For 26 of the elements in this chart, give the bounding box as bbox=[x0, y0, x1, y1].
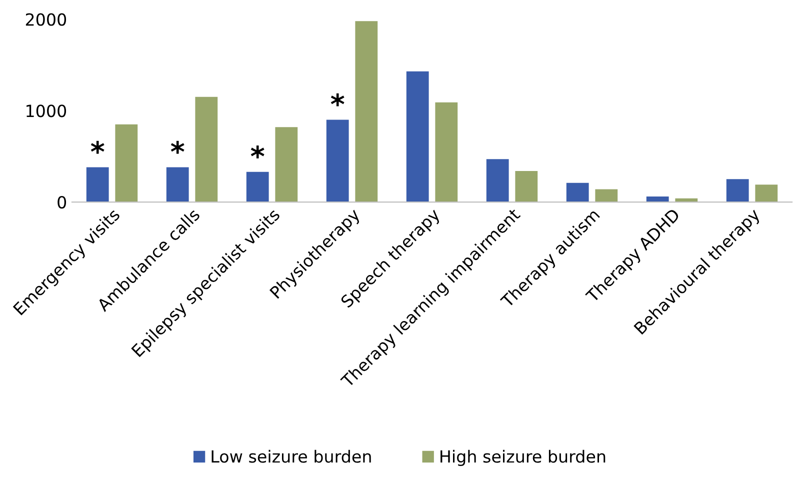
y-tick-label: 0 bbox=[58, 196, 66, 209]
bar bbox=[755, 184, 778, 202]
bar bbox=[326, 120, 349, 202]
bar bbox=[275, 127, 298, 202]
legend-label: Low seizure burden bbox=[212, 450, 371, 463]
annotation: * bbox=[330, 93, 344, 106]
y-tick-label: 1000 bbox=[26, 104, 66, 118]
bar bbox=[486, 159, 509, 202]
bar bbox=[515, 170, 538, 202]
bar bbox=[726, 179, 749, 202]
bar bbox=[355, 21, 378, 202]
bar bbox=[86, 167, 109, 202]
bar bbox=[435, 102, 458, 202]
y-tick-label: 2000 bbox=[26, 13, 66, 26]
bar bbox=[115, 124, 138, 202]
bar bbox=[195, 96, 218, 202]
bar bbox=[646, 196, 669, 202]
annotation: * bbox=[250, 145, 264, 158]
bar bbox=[406, 71, 429, 202]
bar bbox=[566, 182, 589, 202]
annotation: * bbox=[170, 140, 184, 154]
legend-label: High seizure burden bbox=[440, 450, 606, 466]
bar bbox=[246, 172, 269, 202]
bar bbox=[595, 189, 618, 202]
annotation: * bbox=[90, 140, 104, 154]
bar bbox=[166, 167, 189, 202]
